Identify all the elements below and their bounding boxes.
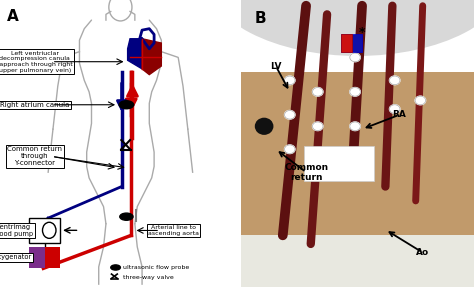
Ellipse shape bbox=[120, 213, 133, 220]
Ellipse shape bbox=[255, 118, 273, 135]
Ellipse shape bbox=[284, 145, 295, 154]
Polygon shape bbox=[128, 39, 142, 69]
Ellipse shape bbox=[390, 76, 400, 85]
Text: ultrasonic flow probe: ultrasonic flow probe bbox=[123, 265, 189, 270]
Text: LV: LV bbox=[270, 61, 282, 71]
Text: A: A bbox=[7, 9, 19, 24]
Bar bbox=[341, 34, 362, 52]
Bar bbox=[241, 72, 474, 238]
Ellipse shape bbox=[350, 53, 360, 62]
Text: B: B bbox=[255, 11, 266, 26]
Ellipse shape bbox=[390, 105, 400, 113]
Text: Common
return: Common return bbox=[284, 162, 328, 182]
Text: Arterial line to
ascending aorta: Arterial line to ascending aorta bbox=[148, 225, 199, 236]
Text: Left ventriuclar
decompression canula
(approach through right
upper pulmonary ve: Left ventriuclar decompression canula (a… bbox=[0, 51, 73, 73]
Ellipse shape bbox=[111, 265, 120, 270]
Ellipse shape bbox=[415, 96, 426, 105]
FancyBboxPatch shape bbox=[29, 218, 60, 243]
Text: Ao: Ao bbox=[416, 248, 429, 257]
Bar bbox=[341, 34, 352, 52]
Ellipse shape bbox=[284, 76, 295, 85]
Ellipse shape bbox=[284, 110, 295, 119]
Ellipse shape bbox=[350, 122, 360, 131]
Ellipse shape bbox=[350, 88, 360, 96]
Text: Common return
through
Y-connector: Common return through Y-connector bbox=[8, 146, 63, 166]
Polygon shape bbox=[142, 39, 161, 75]
Text: RA: RA bbox=[392, 110, 406, 119]
Ellipse shape bbox=[119, 101, 134, 109]
Text: Oxygenator: Oxygenator bbox=[0, 255, 32, 260]
FancyBboxPatch shape bbox=[304, 146, 374, 181]
Text: three-way valve: three-way valve bbox=[123, 275, 173, 280]
Ellipse shape bbox=[312, 122, 323, 131]
Ellipse shape bbox=[312, 88, 323, 96]
Text: Centrimag
Blood pump: Centrimag Blood pump bbox=[0, 224, 33, 237]
Ellipse shape bbox=[206, 0, 474, 56]
Text: *: * bbox=[359, 26, 365, 39]
Bar bbox=[45, 247, 60, 268]
Bar bbox=[29, 247, 45, 268]
Text: Right atrium canula: Right atrium canula bbox=[0, 102, 70, 108]
Bar bbox=[241, 235, 474, 287]
